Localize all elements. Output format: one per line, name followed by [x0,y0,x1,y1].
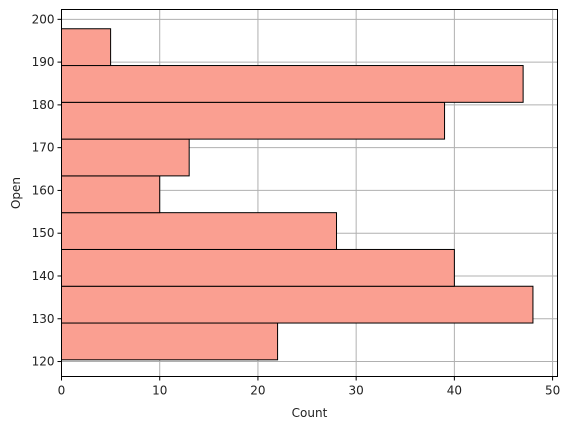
y-tick-label: 190 [32,55,55,69]
histogram-bar [61,285,534,324]
histogram-bar [61,101,446,140]
histogram-bar [61,28,112,67]
histogram-bar [61,138,190,177]
x-tick-label: 50 [545,384,560,398]
x-tick-label: 0 [58,384,66,398]
x-tick-label: 30 [349,384,364,398]
y-axis-label: Open [9,177,23,209]
x-axis-ticks: 0 10 20 30 40 50 [58,376,560,398]
y-tick-label: 130 [32,312,55,326]
histogram-bar [61,65,524,103]
y-tick-label: 120 [32,355,55,369]
y-tick-label: 150 [32,226,55,240]
plot-frame [61,9,558,377]
y-tick-label: 170 [32,141,55,155]
x-axis-label: Count [292,406,328,420]
histogram-bar [61,248,455,287]
y-tick-label: 160 [32,183,55,197]
y-tick-label: 140 [32,269,55,283]
y-tick-label: 180 [32,98,55,112]
histogram-bar [61,175,161,214]
x-tick-label: 40 [447,384,462,398]
bars [61,28,534,361]
histogram-bar [61,212,338,250]
x-tick-label: 20 [250,384,265,398]
y-tick-label: 200 [32,12,55,26]
x-tick-label: 10 [152,384,167,398]
y-axis-ticks: 120 130 140 150 160 170 180 190 200 [32,12,62,369]
histogram-bar [61,322,279,361]
